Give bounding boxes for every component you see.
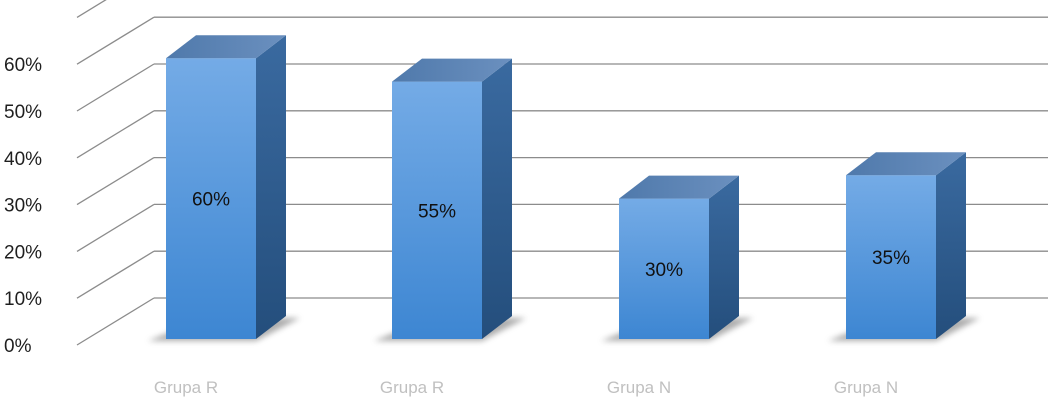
bar-front — [392, 81, 482, 339]
bars — [166, 35, 966, 339]
category-label: Grupa R — [154, 378, 218, 397]
data-labels: 60% 55% 30% 35% — [192, 190, 910, 281]
category-label: Grupa N — [834, 378, 898, 397]
y-tick-label: 30% — [4, 196, 42, 217]
gridlines — [76, 0, 1048, 346]
bar-top — [392, 58, 512, 82]
bar-side — [936, 152, 966, 339]
bar-side — [256, 35, 286, 339]
category-label: Grupa N — [607, 378, 671, 397]
y-tick-label: 10% — [4, 289, 42, 310]
y-tick-label: 0% — [4, 336, 32, 357]
x-axis-categories: Grupa R Grupa R Grupa N Grupa N — [154, 378, 898, 397]
bar-front — [166, 58, 256, 339]
bar-top — [166, 35, 286, 59]
data-label: 30% — [645, 260, 683, 281]
gridline-diagonal — [76, 63, 155, 112]
data-label: 35% — [872, 248, 910, 269]
data-label: 55% — [418, 201, 456, 222]
bar-top — [846, 152, 966, 176]
y-tick-label: 40% — [4, 149, 42, 170]
gridline-diagonal — [76, 0, 107, 18]
y-axis-ticks: 0% 10% 20% 30% 40% 50% 60% — [4, 55, 42, 357]
y-tick-label: 20% — [4, 242, 42, 263]
data-label: 60% — [192, 190, 230, 211]
bar-side — [482, 58, 512, 339]
gridline-diagonal — [76, 250, 155, 299]
y-tick-label: 50% — [4, 102, 42, 123]
y-tick-label: 60% — [4, 55, 42, 76]
gridline-diagonal — [76, 16, 155, 65]
bar-side — [709, 175, 739, 339]
gridline-diagonal — [76, 110, 155, 159]
gridline-diagonal — [76, 297, 155, 346]
gridline-diagonal — [76, 203, 155, 252]
bar-front — [846, 175, 936, 339]
category-label: Grupa R — [380, 378, 444, 397]
bar-top — [619, 175, 739, 199]
bar-front — [619, 198, 709, 339]
gridline-diagonal — [76, 157, 155, 206]
